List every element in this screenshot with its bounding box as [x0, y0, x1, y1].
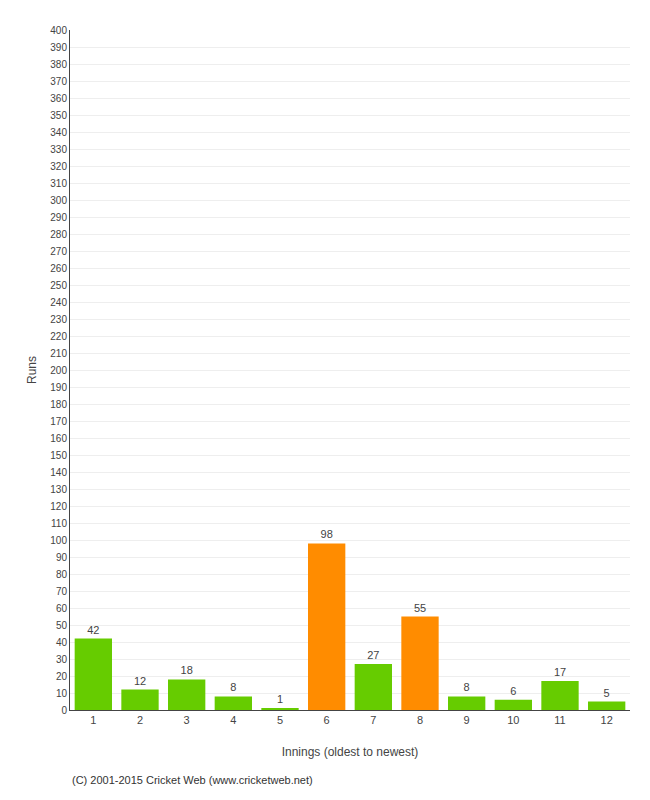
svg-text:90: 90 [56, 552, 68, 563]
svg-text:12: 12 [601, 714, 613, 726]
svg-text:6: 6 [510, 685, 516, 697]
svg-text:Innings (oldest to newest): Innings (oldest to newest) [282, 745, 419, 759]
svg-text:Runs: Runs [25, 356, 39, 384]
svg-text:390: 390 [50, 42, 67, 53]
svg-text:200: 200 [50, 365, 67, 376]
svg-text:18: 18 [181, 664, 193, 676]
svg-text:10: 10 [507, 714, 519, 726]
svg-text:360: 360 [50, 93, 67, 104]
svg-text:55: 55 [414, 602, 426, 614]
svg-text:7: 7 [370, 714, 376, 726]
svg-text:300: 300 [50, 195, 67, 206]
svg-text:400: 400 [50, 25, 67, 36]
svg-text:4: 4 [230, 714, 236, 726]
svg-text:8: 8 [464, 681, 470, 693]
svg-text:17: 17 [554, 666, 566, 678]
svg-text:350: 350 [50, 110, 67, 121]
svg-text:11: 11 [554, 714, 565, 726]
svg-text:220: 220 [50, 331, 67, 342]
svg-text:10: 10 [56, 688, 68, 699]
svg-text:120: 120 [50, 501, 67, 512]
svg-text:270: 270 [50, 246, 67, 257]
svg-text:240: 240 [50, 297, 67, 308]
svg-text:280: 280 [50, 229, 67, 240]
svg-text:160: 160 [50, 433, 67, 444]
svg-text:6: 6 [324, 714, 330, 726]
svg-text:1: 1 [90, 714, 96, 726]
svg-text:260: 260 [50, 263, 67, 274]
svg-text:70: 70 [56, 586, 68, 597]
svg-text:5: 5 [277, 714, 283, 726]
svg-text:380: 380 [50, 59, 67, 70]
svg-text:9: 9 [464, 714, 470, 726]
svg-text:12: 12 [134, 675, 146, 687]
svg-text:370: 370 [50, 76, 67, 87]
svg-text:20: 20 [56, 671, 68, 682]
svg-text:98: 98 [321, 528, 333, 540]
svg-text:5: 5 [604, 687, 610, 699]
svg-text:210: 210 [50, 348, 67, 359]
svg-text:310: 310 [50, 178, 67, 189]
svg-text:8: 8 [230, 681, 236, 693]
svg-text:340: 340 [50, 127, 67, 138]
svg-text:40: 40 [56, 637, 68, 648]
svg-text:8: 8 [417, 714, 423, 726]
svg-text:80: 80 [56, 569, 68, 580]
svg-text:290: 290 [50, 212, 67, 223]
svg-text:110: 110 [51, 518, 67, 529]
svg-text:140: 140 [50, 467, 67, 478]
svg-text:330: 330 [50, 144, 67, 155]
svg-text:2: 2 [137, 714, 143, 726]
svg-text:250: 250 [50, 280, 67, 291]
svg-text:50: 50 [56, 620, 68, 631]
svg-text:30: 30 [56, 654, 68, 665]
svg-text:1: 1 [277, 693, 283, 705]
svg-text:100: 100 [50, 535, 67, 546]
svg-text:130: 130 [50, 484, 67, 495]
svg-text:3: 3 [184, 714, 190, 726]
svg-text:27: 27 [367, 649, 379, 661]
svg-text:0: 0 [61, 705, 67, 716]
svg-text:230: 230 [50, 314, 67, 325]
svg-text:(C) 2001-2015 Cricket Web (www: (C) 2001-2015 Cricket Web (www.cricketwe… [72, 774, 313, 786]
svg-text:170: 170 [50, 416, 67, 427]
svg-text:180: 180 [50, 399, 67, 410]
svg-text:42: 42 [87, 624, 99, 636]
svg-text:320: 320 [50, 161, 67, 172]
svg-text:60: 60 [56, 603, 68, 614]
svg-text:190: 190 [50, 382, 67, 393]
svg-text:150: 150 [50, 450, 67, 461]
